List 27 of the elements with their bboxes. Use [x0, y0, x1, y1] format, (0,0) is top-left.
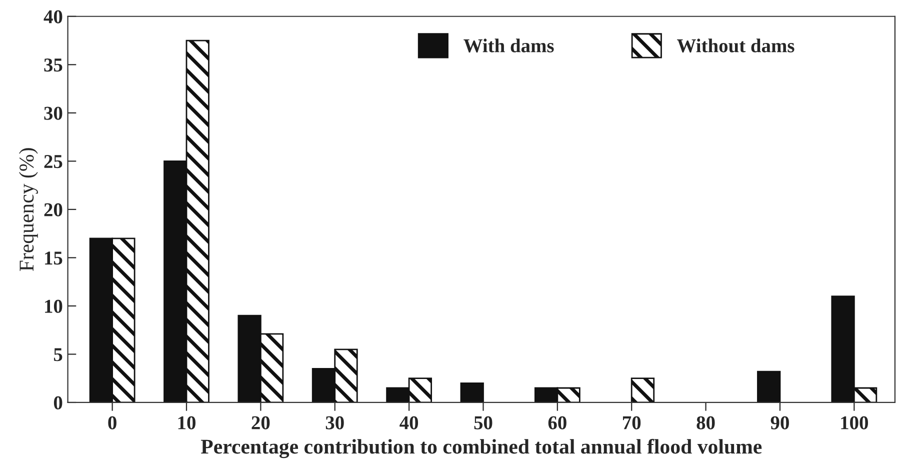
x-tick-label: 90 [770, 416, 789, 430]
x-tick-label: 30 [326, 416, 344, 430]
x-tick-label: 0 [108, 416, 116, 430]
y-tick-label: 10 [45, 300, 62, 313]
y-tick-label: 15 [45, 252, 62, 265]
y-tick-label: 0 [54, 396, 62, 410]
x-tick-label: 80 [696, 416, 715, 430]
y-tick-label: 40 [44, 10, 62, 24]
bar [630, 378, 655, 402]
bar [757, 370, 781, 402]
x-tick-label: 60 [548, 416, 566, 430]
y-tick-label: 5 [54, 348, 62, 362]
legend-label: With dams [464, 38, 554, 52]
x-tick-label: 100 [841, 416, 868, 430]
y-tick-label: 25 [44, 155, 62, 168]
y-axis-title: Frequency (%) [18, 148, 38, 272]
legend-label: Without dams [677, 38, 794, 52]
y-tick-label: 30 [44, 106, 62, 120]
x-tick-label: 20 [252, 416, 270, 430]
x-axis-title: Percentage contribution to combined total annual flood volume [200, 438, 762, 458]
y-tick-label: 35 [44, 58, 62, 72]
x-tick-label: 70 [622, 416, 641, 430]
x-tick-label: 10 [178, 416, 196, 430]
x-tick-label: 50 [474, 416, 492, 430]
x-tick-label: 40 [400, 416, 418, 430]
bar [460, 382, 484, 402]
y-tick-label: 20 [44, 203, 62, 216]
